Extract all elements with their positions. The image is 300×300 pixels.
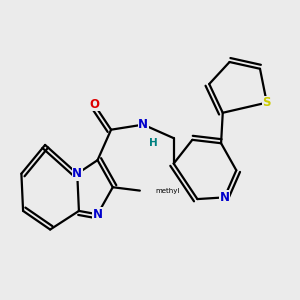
- Text: N: N: [72, 167, 82, 180]
- Text: O: O: [89, 98, 99, 111]
- Text: methyl: methyl: [155, 188, 179, 194]
- Text: S: S: [262, 96, 271, 109]
- Text: N: N: [92, 208, 103, 221]
- Text: N: N: [138, 118, 148, 131]
- Text: N: N: [220, 191, 230, 204]
- Text: H: H: [149, 138, 158, 148]
